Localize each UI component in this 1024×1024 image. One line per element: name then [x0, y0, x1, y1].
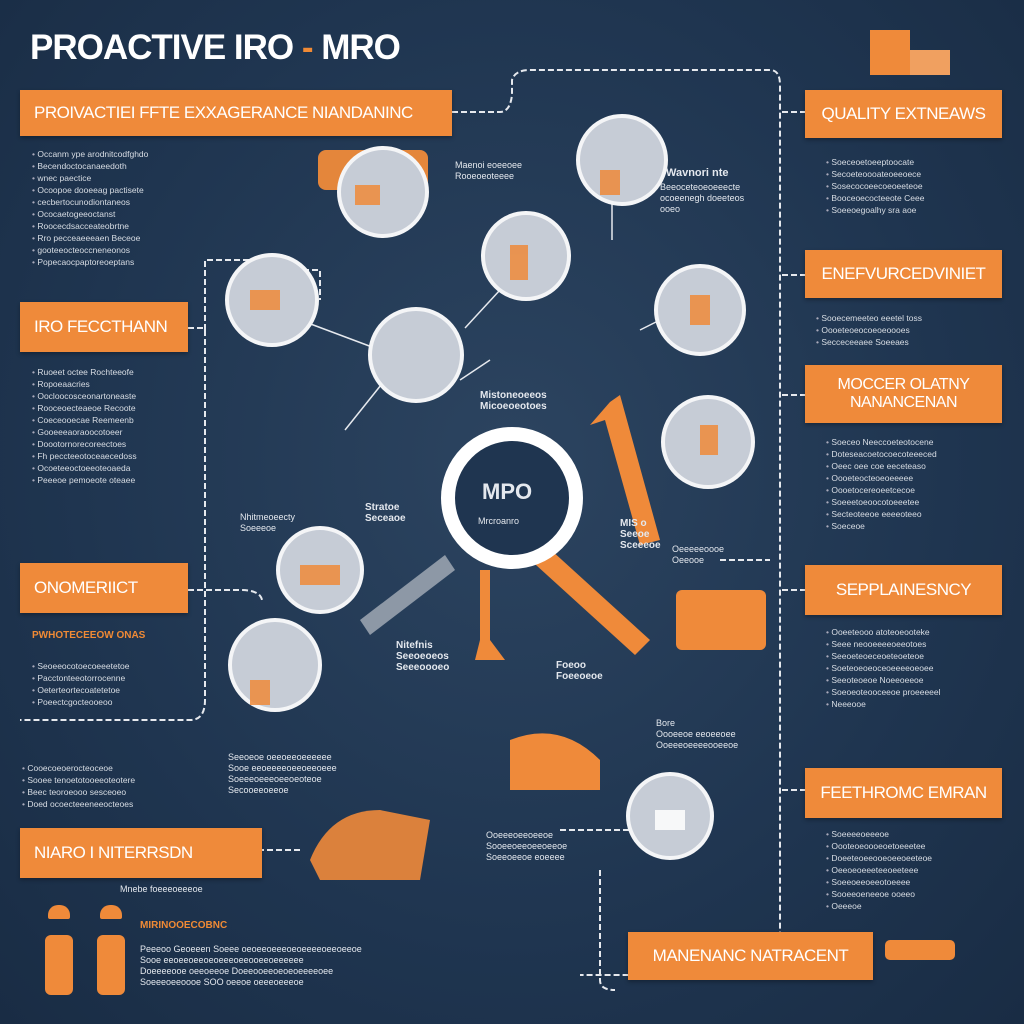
page-title: PROACTIVE IRO - MRO — [30, 28, 401, 67]
text-right4: Ooeeteooo atoteoeootekeSeee neooeeeeoeeo… — [826, 626, 940, 710]
center-subtitle: Mrcroanro — [478, 516, 520, 526]
label-stratoe: Stratoe Seceaoe — [365, 502, 406, 524]
text-left3: SeoeeocotoecoeeetetoePacctonteeotorrocen… — [32, 660, 129, 708]
banner-sepp: SEPPLAINESNCY — [805, 565, 1002, 615]
label-low: Ooeeeoeeoeeoe Sooeeoeeoeeoeeoe Soeeoeeoe e… — [486, 830, 568, 862]
label-bore: Bore Oooeeoe eeoeeoee Ooeeeoeeeeooeeoe — [656, 718, 739, 750]
label-mid: Seeoeoe oeeoeeoeeeeee Sooe eeoeeeeoeeoeeo… — [228, 752, 337, 795]
banner-quality: QUALITY EXTNEAWS — [805, 90, 1002, 138]
label-wavnori-sub: Beeoceteoeoeeecte ocoeenegh doeeteos ooeo — [660, 182, 745, 214]
banner-feeth: FEETHROMC EMRAN — [805, 768, 1002, 818]
label-oeee: Oeeeeeoooe Oeeooe — [672, 544, 725, 565]
banner-proactive: PROIVACTIEI FFTE EXXAGERANCE NIANDANINC — [20, 90, 452, 136]
banner-maintenance: MANENANC NATRACENT — [628, 932, 873, 980]
text-right2: Sooecemeeteo eeetel tossOooeteoeocoeoeoo… — [816, 312, 922, 348]
label-nimto: Nhitmeoeecty Soeeeoe — [240, 512, 296, 533]
workers-body: Peeeoo Geoeeen Soeee oeoeeoeeeoeoeeeeoee… — [140, 944, 362, 987]
text-right1: SoeceoetoeeptoocateSecoeteoooateoeeoeceS… — [826, 156, 924, 216]
text-left4: CooecoeoerocteoceoeSooee tenoetotooeeote… — [22, 762, 135, 810]
engineer-icon — [40, 905, 140, 995]
banner-moccer: MOCCER OLATNY NANANCENAN — [805, 365, 1002, 423]
text-left1: Occanm ype arodnitcodfghdoBecendoctocana… — [32, 148, 148, 268]
banner-onomeriict: ONOMERIICT — [20, 563, 188, 613]
center-logo: MPO — [482, 479, 533, 504]
label-wavnori: Wavnori nte — [666, 167, 729, 179]
banner-enef: ENEFVURCEDVINIET — [805, 250, 1002, 298]
text-right5: SoeeeeoeeeoeOooteoeoooeoetoeeeteeDoeeteo… — [826, 828, 932, 912]
label-mis: MIS o Seeoe Sceeeoe — [620, 518, 661, 551]
banner-iro: IRO FECCTHANN — [20, 302, 188, 352]
label-maenol: Maenoi eoeeoee Rooeoeoteeee — [455, 160, 523, 181]
label-mistoe: Mistoneoeeos Micoeoeotoes — [480, 390, 547, 412]
label-mnebe: Mnebe foeeeoeeeoe — [120, 884, 203, 894]
text-right3: Soeceo NeeccoeteotoceneDoteseacoetocoeco… — [826, 436, 936, 532]
banner-niaro: NIARO I NITERRSDN — [20, 828, 262, 878]
text-left2: Ruoeet octee RochteeofeRopoeaacriesOoclo… — [32, 366, 136, 486]
workers-title: MIRINOOECOBNC — [140, 920, 228, 931]
left3-subtitle: PWHOTECEEOW ONAS — [32, 630, 146, 641]
center-magnifier — [441, 427, 583, 569]
label-nitefnis: Nitefnis Seeoeoeos Seeeoooeo — [396, 640, 450, 673]
label-foeoo: Foeoo Foeeoeoe — [556, 660, 603, 682]
